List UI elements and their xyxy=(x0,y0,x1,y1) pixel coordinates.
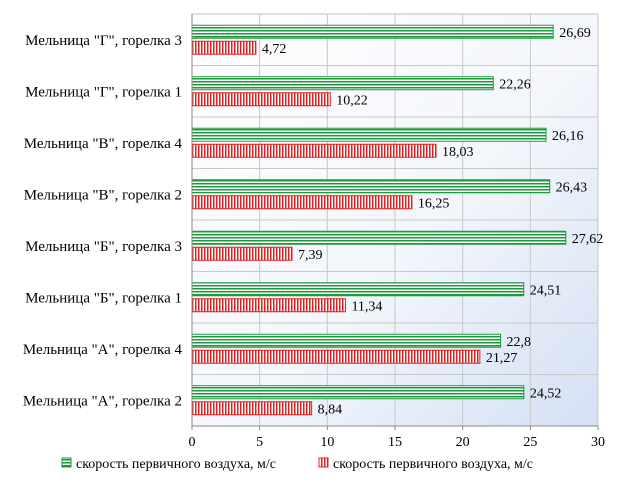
legend-swatch-series-2 xyxy=(318,457,329,468)
bar-series-1 xyxy=(191,385,525,400)
legend: скорость первичного воздуха, м/с скорость… xyxy=(61,457,533,472)
bar-series-2 xyxy=(191,92,331,107)
x-tick-label: 5 xyxy=(256,435,263,450)
data-labels: 26,69 4,72 22,26 10,22 26,16 18,03 26,43 16,25 2… xyxy=(262,26,603,418)
y-tick-label: Мельница "В", горелка 2 xyxy=(24,187,182,203)
bar-series-2 xyxy=(191,195,413,210)
bar-series-1 xyxy=(191,127,547,142)
data-label-series-2: 18,03 xyxy=(442,145,474,160)
bars xyxy=(191,24,567,416)
bar-series-2 xyxy=(191,246,293,261)
data-label-series-2: 7,39 xyxy=(298,248,323,263)
data-label-series-2: 8,84 xyxy=(318,402,343,417)
data-label-series-1: 22,8 xyxy=(507,335,532,350)
x-tick-label: 30 xyxy=(591,435,605,450)
bar-series-1 xyxy=(191,230,567,245)
y-tick-label: Мельница "Г", горелка 3 xyxy=(25,33,182,49)
data-label-series-1: 24,51 xyxy=(530,283,562,298)
data-label-series-1: 22,26 xyxy=(499,77,531,92)
legend-item-series-2: скорость первичного воздуха, м/с xyxy=(333,457,533,472)
bar-series-2 xyxy=(191,298,346,313)
x-tick-label: 20 xyxy=(456,435,470,450)
y-tick-label: Мельница "Г", горелка 1 xyxy=(25,84,182,100)
y-tick-label: Мельница "А", горелка 2 xyxy=(23,393,182,409)
legend-item-series-1: скорость первичного воздуха, м/с xyxy=(76,457,276,472)
data-label-series-1: 26,43 xyxy=(556,180,588,195)
bar-series-1 xyxy=(191,333,502,348)
data-label-series-2: 4,72 xyxy=(262,42,287,57)
data-label-series-2: 11,34 xyxy=(351,299,382,314)
bar-series-2 xyxy=(191,401,313,416)
plot-area xyxy=(191,13,599,427)
data-label-series-1: 26,69 xyxy=(559,26,591,41)
axes: Мельница "Г", горелка 3 Мельница "Г", гор… xyxy=(23,14,605,450)
data-label-series-2: 16,25 xyxy=(418,196,450,211)
bar-series-2 xyxy=(191,143,437,158)
bar-series-2 xyxy=(191,40,257,55)
bar-series-1 xyxy=(191,24,554,39)
x-tick-label: 15 xyxy=(388,435,402,450)
bar-series-1 xyxy=(191,179,551,194)
y-tick-label: Мельница "Б", горелка 1 xyxy=(25,290,182,306)
data-label-series-2: 21,27 xyxy=(486,351,518,366)
x-tick-label: 10 xyxy=(320,435,334,450)
bar-series-1 xyxy=(191,76,494,91)
x-tick-label: 0 xyxy=(189,435,196,450)
y-tick-label: Мельница "Б", горелка 3 xyxy=(25,239,182,255)
bar-series-1 xyxy=(191,282,525,297)
y-tick-label: Мельница "В", горелка 4 xyxy=(24,136,183,152)
x-tick-label: 25 xyxy=(523,435,537,450)
legend-swatch-series-1 xyxy=(61,457,72,468)
y-tick-label: Мельница "А", горелка 4 xyxy=(23,342,183,358)
data-label-series-1: 26,16 xyxy=(552,129,584,144)
bar-series-2 xyxy=(191,349,481,364)
data-label-series-2: 10,22 xyxy=(336,93,368,108)
data-label-series-1: 24,52 xyxy=(530,386,562,401)
data-label-series-1: 27,62 xyxy=(572,232,604,247)
